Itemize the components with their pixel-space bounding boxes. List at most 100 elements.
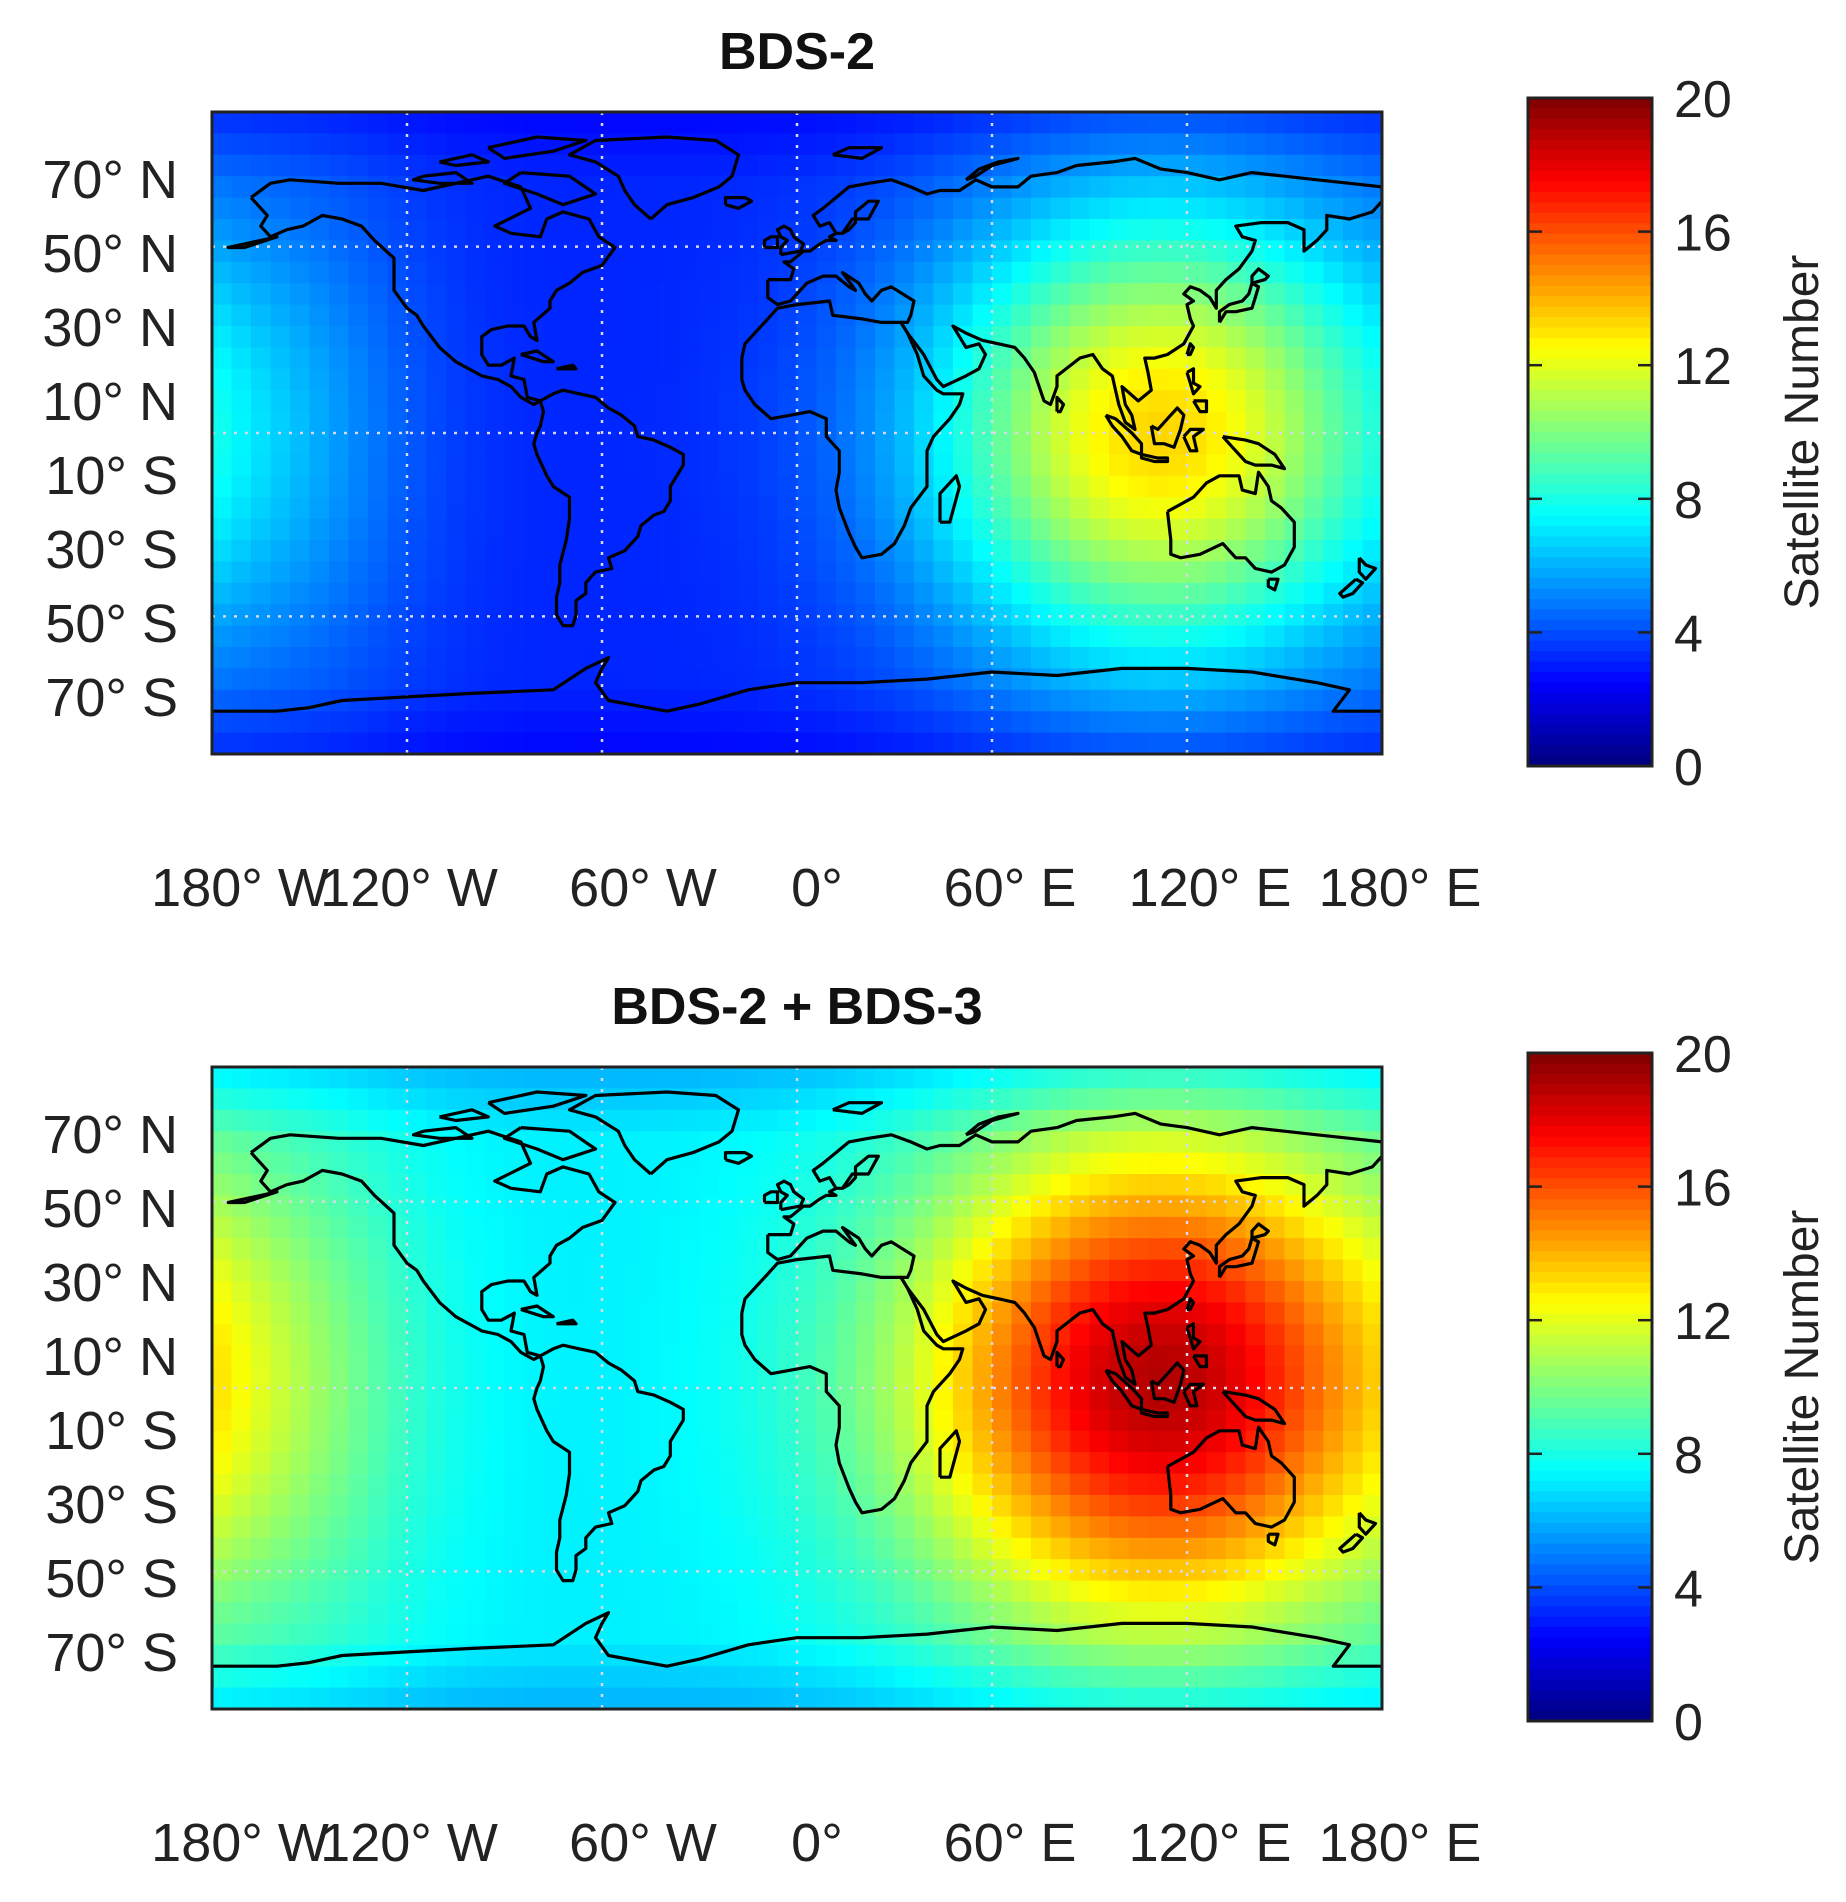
field-cell xyxy=(368,732,389,754)
field-cell xyxy=(836,347,857,370)
field-cell xyxy=(641,1302,662,1325)
field-cell xyxy=(1265,689,1286,712)
field-cell xyxy=(309,112,330,135)
field-cell xyxy=(543,1452,564,1475)
field-cell xyxy=(1109,732,1130,754)
field-cell xyxy=(875,668,896,691)
field-cell xyxy=(933,1623,954,1646)
field-cell xyxy=(855,1366,876,1389)
field-cell xyxy=(407,1216,428,1239)
field-cell xyxy=(270,454,291,477)
field-cell xyxy=(797,732,818,754)
field-cell xyxy=(1148,176,1169,199)
field-cell xyxy=(524,561,545,584)
field-cell xyxy=(641,1516,662,1539)
field-cell xyxy=(368,668,389,691)
coastline xyxy=(212,656,1382,733)
field-cell xyxy=(485,1259,506,1282)
field-cell xyxy=(1284,497,1305,520)
field-cell xyxy=(563,411,584,434)
field-cell xyxy=(485,1195,506,1218)
field-cell xyxy=(1031,240,1052,263)
field-cell xyxy=(1343,240,1364,263)
colorbar-segment xyxy=(1528,379,1652,392)
coastline xyxy=(556,363,578,371)
field-cell xyxy=(1148,368,1169,391)
colorbar-segment xyxy=(1528,1188,1652,1200)
field-cell xyxy=(1206,1666,1227,1689)
field-cell xyxy=(1304,390,1325,413)
field-cell xyxy=(875,1345,896,1368)
field-cell xyxy=(758,497,779,520)
field-cell xyxy=(1323,1430,1344,1453)
field-cell xyxy=(875,1473,896,1496)
field-cell xyxy=(738,1430,759,1453)
field-cell xyxy=(972,197,993,220)
field-cell xyxy=(1206,1388,1227,1411)
field-cell xyxy=(699,261,720,284)
field-cell xyxy=(426,1495,447,1518)
field-cell xyxy=(836,1195,857,1218)
field-cell xyxy=(738,1366,759,1389)
field-cell xyxy=(582,497,603,520)
coastline xyxy=(1182,1382,1205,1408)
field-cell xyxy=(836,1067,857,1090)
field-cell xyxy=(348,1302,369,1325)
field-cell xyxy=(387,1409,408,1432)
field-cell xyxy=(387,497,408,520)
map-title: BDS-2 + BDS-3 xyxy=(611,978,983,1036)
field-cell xyxy=(212,1109,233,1132)
coastline xyxy=(832,1101,884,1115)
field-cell xyxy=(933,1388,954,1411)
field-cell xyxy=(251,368,272,391)
field-cell xyxy=(1089,1602,1110,1625)
field-cell xyxy=(719,304,740,327)
field-cell xyxy=(446,497,467,520)
field-cell xyxy=(1206,261,1227,284)
field-cell xyxy=(1187,1452,1208,1475)
field-cell xyxy=(212,1174,233,1197)
field-cell xyxy=(1245,368,1266,391)
latitude-tick-label: 30° S xyxy=(45,520,178,580)
field-cell xyxy=(602,1388,623,1411)
field-cell xyxy=(485,154,506,177)
field-cell xyxy=(1011,1323,1032,1346)
colorbar-segment xyxy=(1528,1313,1652,1326)
field-cell xyxy=(1206,1602,1227,1625)
field-cell xyxy=(582,433,603,456)
field-cell xyxy=(231,1495,252,1518)
field-cell xyxy=(1226,582,1247,605)
field-cell xyxy=(231,1323,252,1346)
field-cell xyxy=(738,625,759,648)
field-cell xyxy=(972,1238,993,1261)
field-cell xyxy=(777,1152,798,1175)
field-cell xyxy=(777,1067,798,1090)
field-cell xyxy=(465,497,486,520)
field-cell xyxy=(621,497,642,520)
field-cell xyxy=(1089,1644,1110,1667)
field-cell xyxy=(1343,326,1364,349)
field-cell xyxy=(212,261,233,284)
field-cell xyxy=(933,647,954,670)
field-cell xyxy=(1304,1131,1325,1154)
field-cell xyxy=(1284,1687,1305,1709)
field-cell xyxy=(836,711,857,734)
field-cell xyxy=(1167,1430,1188,1453)
field-cell xyxy=(719,582,740,605)
field-cell xyxy=(953,1473,974,1496)
field-cell xyxy=(1187,112,1208,135)
field-cell xyxy=(894,326,915,349)
field-cell xyxy=(231,668,252,691)
field-cell xyxy=(270,1580,291,1603)
field-cell xyxy=(621,561,642,584)
field-cell xyxy=(1343,1687,1364,1709)
field-cell xyxy=(1167,1537,1188,1560)
field-cell xyxy=(992,1495,1013,1518)
field-cell xyxy=(368,1430,389,1453)
field-cell xyxy=(1050,582,1071,605)
field-cell xyxy=(348,1537,369,1560)
field-cell xyxy=(465,1580,486,1603)
field-cell xyxy=(348,1067,369,1090)
field-cell xyxy=(1362,154,1382,177)
field-cell xyxy=(582,347,603,370)
